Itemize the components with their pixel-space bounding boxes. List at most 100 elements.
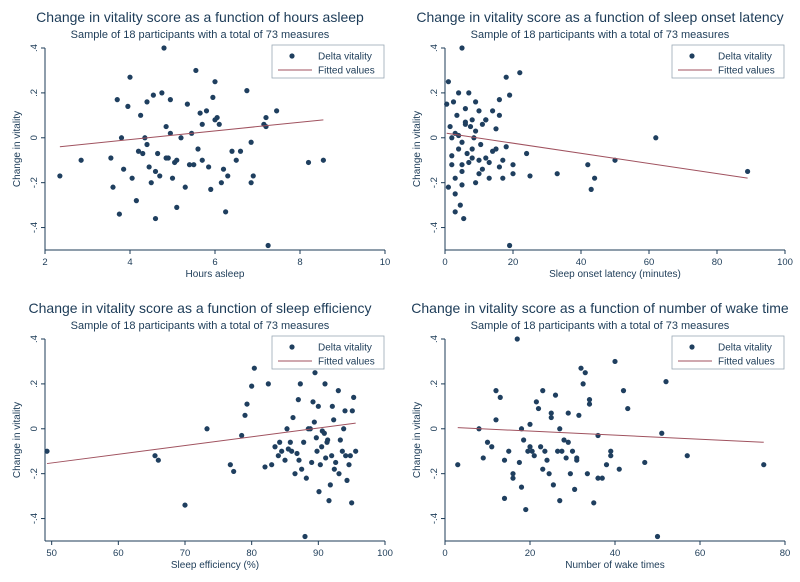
data-point xyxy=(216,121,222,127)
legend: Delta vitality Fitted values xyxy=(271,335,385,370)
data-point xyxy=(210,94,216,100)
data-point xyxy=(343,453,349,459)
data-point xyxy=(114,97,120,103)
data-point xyxy=(535,405,542,412)
data-point xyxy=(565,410,571,416)
data-point xyxy=(620,388,627,394)
x-axis-label: Number of wake times xyxy=(565,560,664,571)
data-point xyxy=(174,204,180,210)
data-point xyxy=(206,164,212,170)
data-point xyxy=(486,175,492,181)
data-point xyxy=(469,146,475,152)
data-point xyxy=(305,159,312,166)
data-point xyxy=(157,173,163,179)
data-point xyxy=(191,162,197,168)
data-point xyxy=(193,67,199,74)
scatter-points xyxy=(444,45,751,249)
chart-subtitle: Sample of 18 participants with a total o… xyxy=(471,320,730,332)
data-point xyxy=(557,426,563,432)
data-point xyxy=(576,412,582,418)
data-point xyxy=(525,448,531,454)
data-point xyxy=(231,468,237,475)
data-point xyxy=(326,498,332,504)
data-point xyxy=(501,495,508,501)
data-point xyxy=(159,90,165,96)
data-point xyxy=(493,388,499,394)
data-point xyxy=(199,121,205,127)
legend: Delta vitality Fitted values xyxy=(671,335,785,370)
data-point xyxy=(459,45,465,51)
data-point xyxy=(116,211,122,217)
x-tick-label: 100 xyxy=(777,257,793,268)
data-point xyxy=(163,155,169,161)
data-point xyxy=(347,453,353,459)
chart-subtitle: Sample of 18 participants with a total o… xyxy=(71,29,330,41)
data-point xyxy=(315,403,321,409)
data-point xyxy=(452,209,458,215)
data-point xyxy=(567,471,573,477)
data-point xyxy=(197,110,203,116)
data-point xyxy=(555,448,561,454)
data-point xyxy=(317,462,323,468)
fitted-line xyxy=(457,427,764,443)
data-point xyxy=(353,448,359,454)
data-point xyxy=(479,166,485,172)
data-point xyxy=(548,410,554,416)
legend-box xyxy=(271,335,385,370)
data-point xyxy=(275,453,281,459)
x-tick-label: 60 xyxy=(113,548,124,559)
data-point xyxy=(514,336,520,342)
legend-point-marker xyxy=(689,344,695,350)
data-point xyxy=(239,432,245,439)
y-tick-label: .4 xyxy=(429,44,440,52)
data-point xyxy=(161,45,167,51)
data-point xyxy=(314,448,320,454)
data-point xyxy=(745,168,751,175)
data-point xyxy=(476,157,482,163)
data-point xyxy=(233,157,239,163)
y-tick-label: 0 xyxy=(29,426,40,431)
y-tick-label: -.4 xyxy=(429,222,440,233)
data-point xyxy=(503,74,509,80)
data-point xyxy=(195,146,201,152)
data-point xyxy=(292,471,298,477)
data-point xyxy=(152,453,158,459)
data-point xyxy=(608,453,614,459)
data-point xyxy=(592,175,598,181)
data-point xyxy=(449,153,455,159)
scatter-points xyxy=(44,365,359,540)
data-point xyxy=(459,162,465,168)
chart-svg: Change in vitality score as a function o… xyxy=(12,300,393,571)
x-tick-label: 2 xyxy=(42,257,47,268)
data-point xyxy=(146,164,152,170)
data-point xyxy=(125,103,131,109)
data-point xyxy=(265,242,271,249)
data-point xyxy=(208,186,214,192)
data-point xyxy=(469,155,475,161)
x-tick-label: 90 xyxy=(313,548,324,559)
data-point xyxy=(133,198,139,204)
x-tick-label: 8 xyxy=(297,257,302,268)
data-point xyxy=(572,486,578,492)
chart-panel-hours-asleep: Change in vitality score as a function o… xyxy=(0,0,400,291)
data-point xyxy=(542,448,548,454)
data-point xyxy=(616,466,622,472)
data-point xyxy=(469,117,475,123)
data-point xyxy=(323,455,329,461)
chart-subtitle: Sample of 18 participants with a total o… xyxy=(71,320,330,332)
data-point xyxy=(595,432,601,439)
data-point xyxy=(561,437,567,443)
data-point xyxy=(599,475,605,481)
data-point xyxy=(608,448,614,454)
data-point xyxy=(574,457,580,463)
chart-subtitle: Sample of 18 participants with a total o… xyxy=(471,29,730,41)
data-point xyxy=(199,157,205,163)
data-point xyxy=(565,439,571,445)
data-point xyxy=(500,175,506,181)
data-point xyxy=(349,408,355,414)
data-point xyxy=(322,381,328,387)
x-tick-label: 80 xyxy=(246,548,257,559)
scatter-points xyxy=(57,45,326,249)
data-point xyxy=(479,121,485,127)
x-tick-label: 6 xyxy=(212,257,217,268)
